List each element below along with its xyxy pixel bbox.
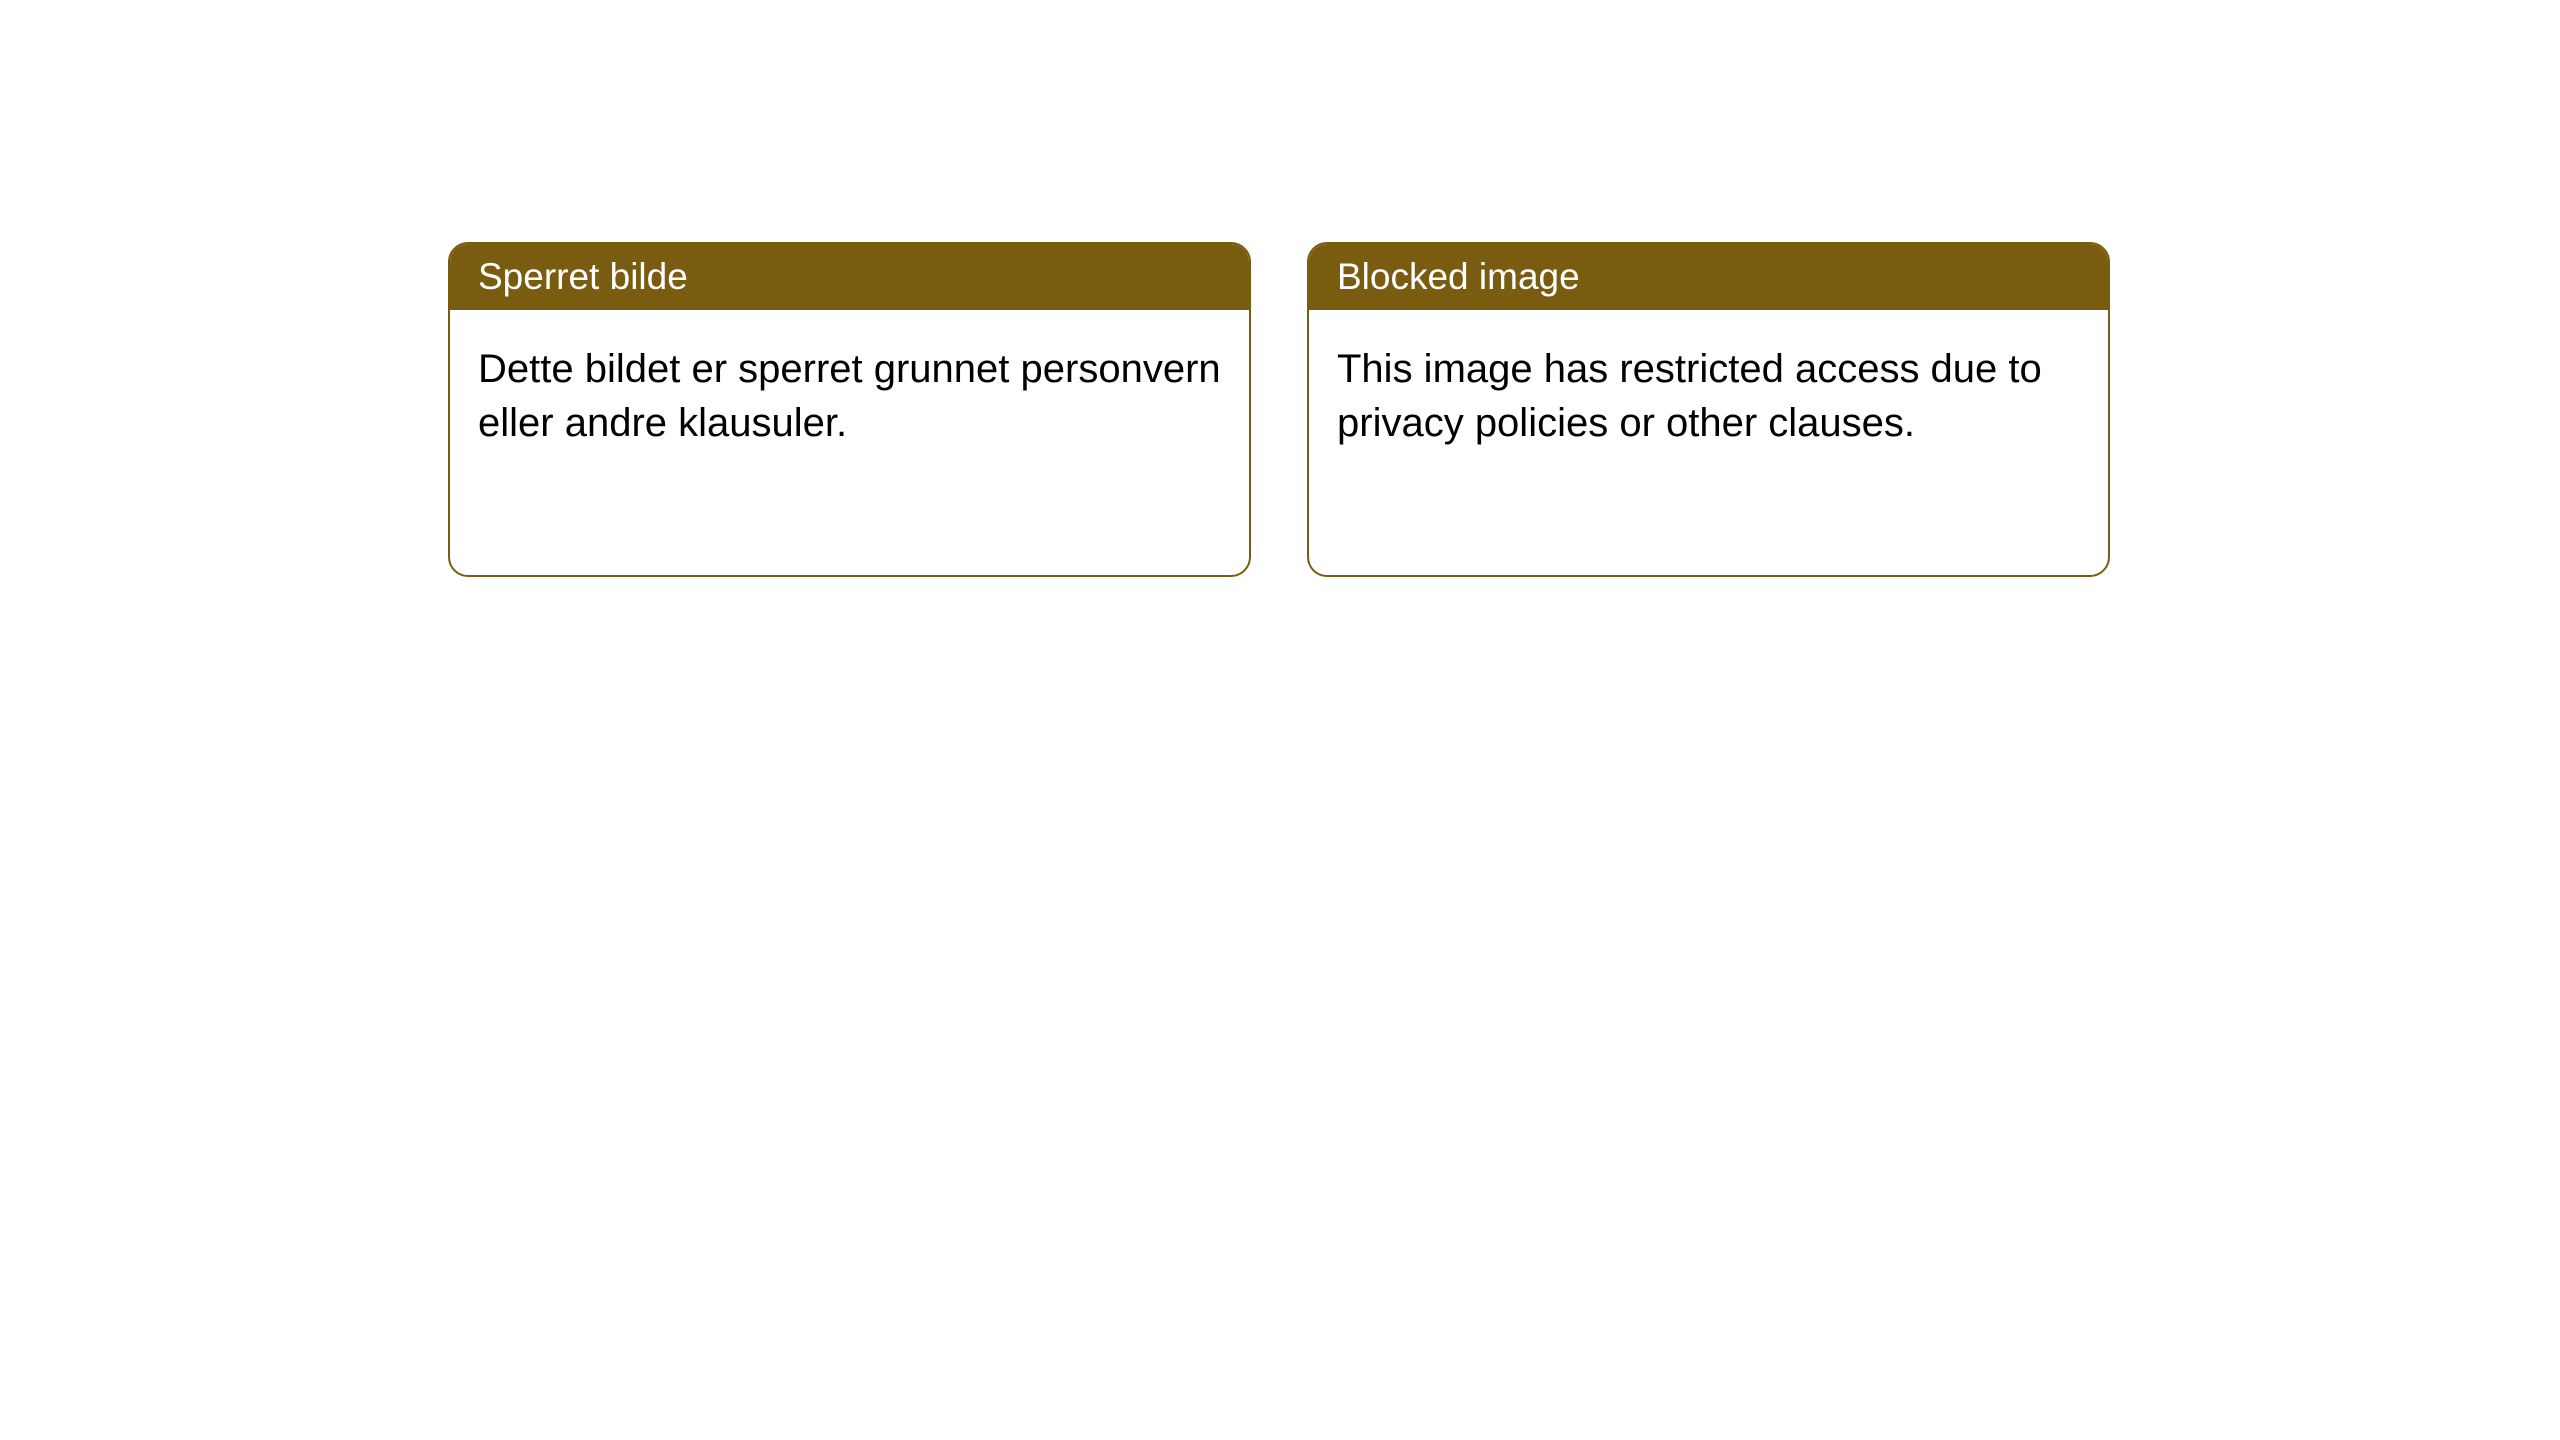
notice-body-text: Dette bildet er sperret grunnet personve…: [478, 347, 1221, 445]
notice-title: Sperret bilde: [478, 256, 688, 297]
notice-title: Blocked image: [1337, 256, 1580, 297]
notice-card-norwegian: Sperret bilde Dette bildet er sperret gr…: [448, 242, 1251, 577]
notice-body-text: This image has restricted access due to …: [1337, 347, 2042, 445]
notice-card-english: Blocked image This image has restricted …: [1307, 242, 2110, 577]
notice-body: Dette bildet er sperret grunnet personve…: [450, 310, 1249, 482]
notice-body: This image has restricted access due to …: [1309, 310, 2108, 482]
notice-header: Sperret bilde: [450, 244, 1249, 310]
notice-header: Blocked image: [1309, 244, 2108, 310]
notice-container: Sperret bilde Dette bildet er sperret gr…: [0, 0, 2560, 577]
